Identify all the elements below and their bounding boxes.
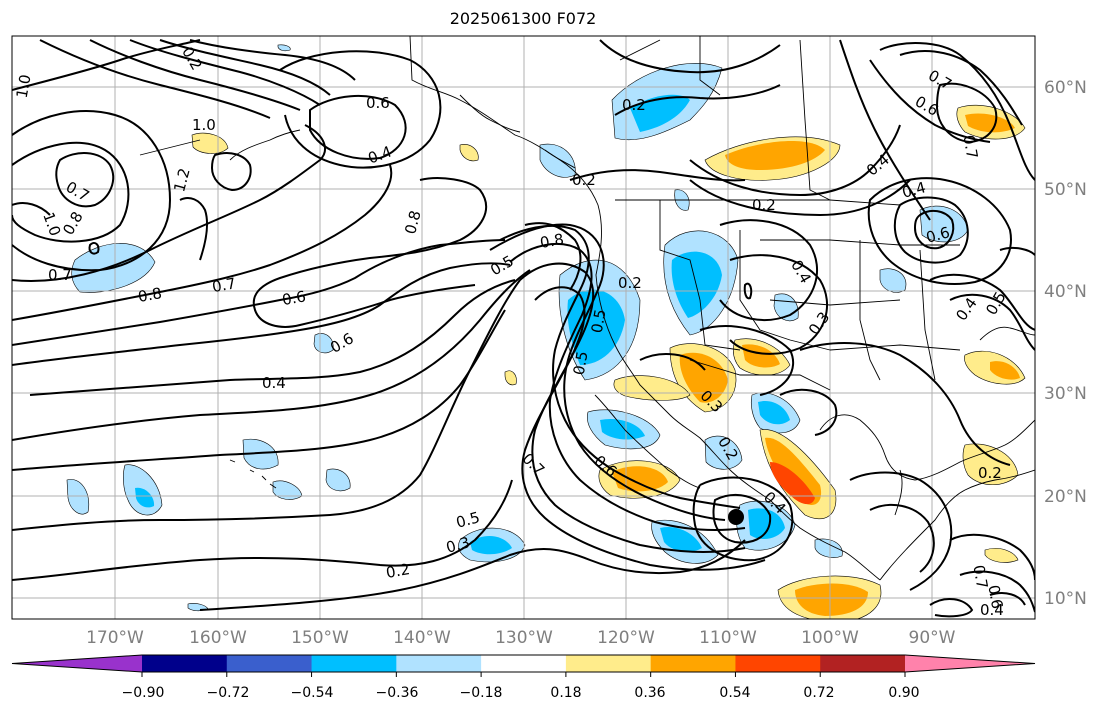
contour-label: 1.2 — [170, 166, 194, 194]
contour-label: 0.6 — [924, 223, 952, 247]
contour-label: 0.5 — [570, 350, 592, 377]
lat-label: 30°N — [1044, 384, 1087, 404]
lon-label: 90°W — [909, 628, 956, 648]
lat-label: 10°N — [1044, 589, 1087, 609]
contour-label: 0.6 — [984, 584, 1006, 611]
contour-label: 1.0 — [13, 73, 35, 100]
colorbar-tick-labels: −0.90 −0.72 −0.54 −0.36 −0.18 0.18 0.36 … — [122, 672, 920, 701]
lat-label: 60°N — [1044, 78, 1087, 98]
contour-label: 0.6 — [281, 287, 308, 309]
colorbar-segment — [820, 655, 906, 672]
contour-label: 0.7 — [959, 134, 981, 161]
contour-label: 0.4 — [980, 601, 1004, 619]
contour-label: 0.7 — [969, 564, 991, 591]
lon-label: 150°W — [291, 628, 349, 648]
lon-label: 170°W — [86, 628, 144, 648]
lat-label: 40°N — [1044, 282, 1087, 302]
contour-label: 0.2 — [978, 464, 1002, 482]
colorbar-extend-max — [905, 655, 1035, 672]
colorbar-tick-label: 0.36 — [634, 685, 665, 701]
contour-label: 0.2 — [385, 560, 412, 582]
lon-label: 110°W — [699, 628, 757, 648]
colorbar-segment — [565, 655, 652, 672]
negative-anomaly-shading — [66, 44, 969, 612]
contour-label: 0.2 — [622, 96, 646, 114]
contour-label: 0.2 — [572, 171, 596, 189]
colorbar-tick-label: 0.54 — [719, 685, 750, 701]
contour-label: 0.5 — [588, 308, 610, 335]
map-title: 2025061300 F072 — [449, 9, 597, 28]
map-frame — [11, 35, 1036, 620]
contour-label: 0.4 — [900, 178, 928, 202]
contour-lines — [12, 39, 1035, 618]
contour-label: 0.2 — [618, 274, 642, 292]
lon-label: 140°W — [393, 628, 451, 648]
latitude-labels: 60°N 50°N 40°N 30°N 20°N 10°N — [1044, 78, 1087, 609]
colorbar — [11, 654, 1036, 673]
colorbar-segment — [142, 655, 228, 672]
contour-label: 0.8 — [137, 284, 164, 306]
storm-center-marker — [728, 509, 744, 525]
colorbar-tick-label: −0.18 — [460, 685, 503, 701]
colorbar-segment — [650, 655, 736, 672]
longitude-labels: 170°W 160°W 150°W 140°W 130°W 120°W 110°… — [86, 628, 956, 648]
colorbar-tick-label: 0.18 — [550, 685, 581, 701]
contour-label: 0.7 — [48, 266, 72, 284]
contour-label: 0.8 — [539, 230, 566, 252]
map-gridlines — [12, 36, 1035, 619]
colorbar-extend-min — [12, 655, 142, 672]
contour-label: 0.4 — [262, 374, 286, 392]
colorbar-segment — [735, 655, 821, 672]
lat-label: 50°N — [1044, 180, 1087, 200]
lon-label: 100°W — [801, 628, 859, 648]
colorbar-segment — [396, 655, 482, 672]
lat-label: 20°N — [1044, 487, 1087, 507]
colorbar-tick-label: −0.90 — [122, 685, 165, 701]
contour-label: 0.8 — [401, 208, 425, 236]
lon-label: 120°W — [597, 628, 655, 648]
contour-label: 0.2 — [752, 196, 776, 214]
contour-label: 0.6 — [366, 94, 390, 112]
colorbar-segment — [311, 655, 397, 672]
colorbar-segment — [481, 655, 567, 672]
contour-label: 0.3 — [444, 533, 472, 557]
lon-label: 130°W — [495, 628, 553, 648]
colorbar-tick-label: 0.72 — [803, 685, 834, 701]
colorbar-tick-label: 0.90 — [888, 685, 919, 701]
colorbar-tick-label: −0.36 — [376, 685, 419, 701]
contour-label: 0.5 — [454, 508, 482, 532]
colorbar-tick-label: −0.54 — [291, 685, 334, 701]
colorbar-tick-label: −0.72 — [207, 685, 250, 701]
colorbar-segment — [226, 655, 313, 672]
contour-label: 0.7 — [211, 274, 238, 296]
contour-label: 1.0 — [192, 116, 216, 134]
lon-label: 160°W — [189, 628, 247, 648]
